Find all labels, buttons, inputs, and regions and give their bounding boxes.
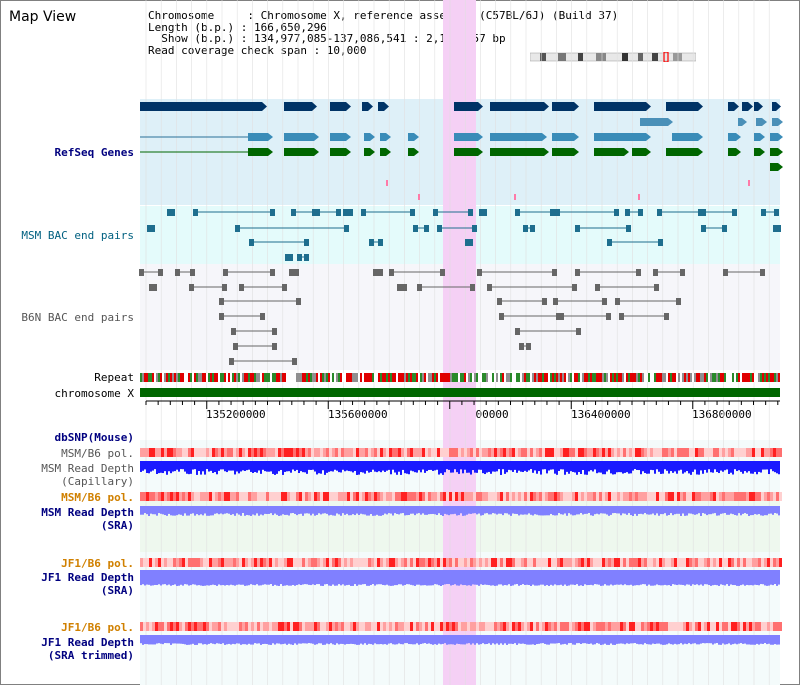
axis-tick-label: 136800000 <box>692 408 752 421</box>
track-label-dbsnp[interactable]: dbSNP(Mouse) <box>54 431 134 444</box>
axis-tick-label: 135200000 <box>206 408 266 421</box>
track-label-chromosome: chromosome X <box>54 387 134 400</box>
track-label-msm-depth-capillary: MSM Read Depth <box>41 462 134 475</box>
track-label-jf1-depth-trimmed: JF1 Read Depth <box>41 636 134 649</box>
track-label-msm-depth-sra: MSM Read Depth <box>41 506 134 519</box>
track-label-jf1-b6-pol: JF1/B6 pol. <box>61 557 134 570</box>
chromosome-info: Chromosome : Chromosome X, reference ass… <box>148 10 618 56</box>
track-label-refseq-genes[interactable]: RefSeq Genes <box>54 146 134 159</box>
track-label-b6n-bac[interactable]: B6N BAC end pairs <box>21 311 134 324</box>
info-row-show: Show (b.p.) : 134,977,085-137,086,541 : … <box>148 32 506 45</box>
track-label-repeat: Repeat <box>94 371 134 384</box>
info-row-length: Length (b.p.) : 166,650,296 <box>148 20 327 34</box>
track-label-msm-bac[interactable]: MSM BAC end pairs <box>21 229 134 242</box>
page-title: Map View <box>9 9 77 25</box>
info-row-chromosome: Chromosome : Chromosome X, reference ass… <box>148 9 619 22</box>
track-label-msm-b6-pol: MSM/B6 pol. <box>61 447 134 460</box>
track-label-msm-depth-sra-sub: (SRA) <box>100 519 134 532</box>
track-label-msm-b6-pol-sra: MSM/B6 pol. <box>61 491 134 504</box>
axis-tick-label: 136000000 <box>449 408 509 421</box>
track-label-jf1-b6-pol-2: JF1/B6 pol. <box>61 621 134 634</box>
track-label-jf1-depth-sub: (SRA) <box>100 584 134 597</box>
track-label-jf1-depth-trimmed-sub: (SRA trimmed) <box>47 649 134 662</box>
axis-tick-label: 135600000 <box>328 408 388 421</box>
track-label-msm-depth-capillary-sub: (Capillary) <box>61 475 134 488</box>
axis-tick-label: 136400000 <box>571 408 631 421</box>
track-label-jf1-depth: JF1 Read Depth <box>41 571 134 584</box>
chromosome-ideogram[interactable] <box>530 52 696 62</box>
